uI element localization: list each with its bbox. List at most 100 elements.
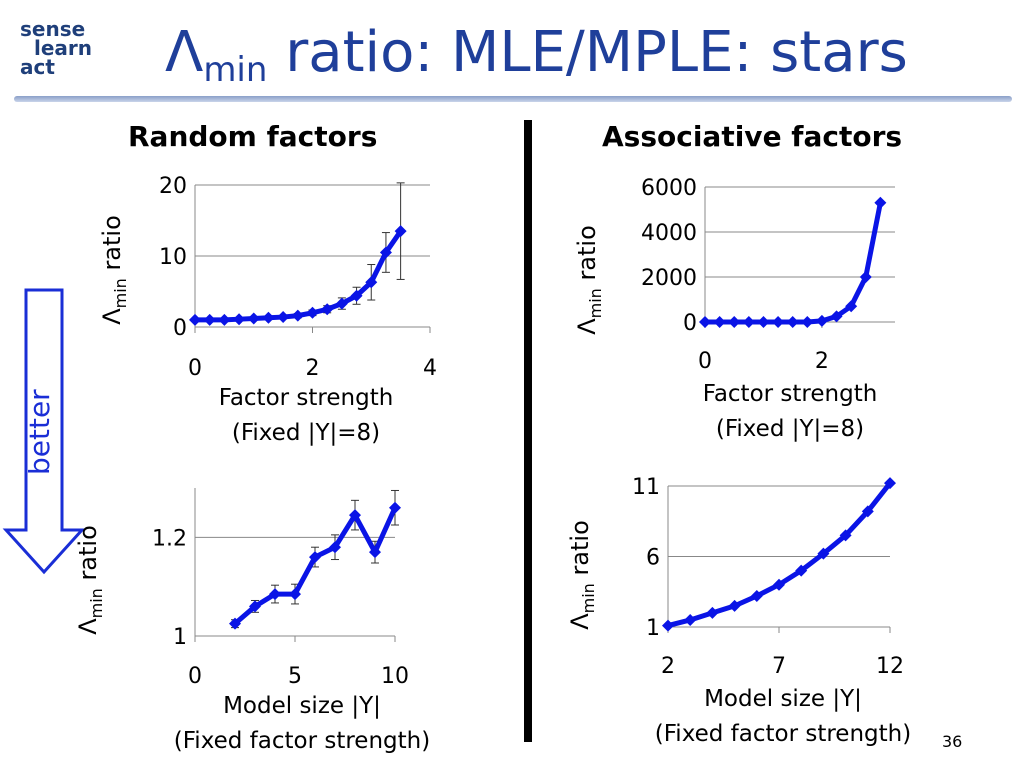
data-point — [839, 529, 852, 542]
data-point — [713, 316, 726, 328]
data-point — [269, 588, 281, 601]
data-point — [728, 599, 741, 612]
y-tick-label: 10 — [159, 245, 187, 270]
data-point — [884, 477, 896, 490]
data-point — [684, 613, 697, 626]
data-point — [662, 619, 674, 632]
marks-group — [229, 489, 401, 630]
series-line — [667, 481, 892, 629]
data-point — [795, 564, 808, 577]
x-tick-label: 7 — [772, 654, 786, 679]
x-axis-label: (Fixed |Y|=8) — [716, 416, 864, 442]
data-point — [772, 316, 785, 328]
data-point — [861, 505, 874, 518]
y-tick-label: 20 — [159, 174, 187, 199]
y-axis-label: Λmin ratio — [98, 215, 130, 325]
slide-title: Λmin ratio: MLE/MPLE: stars — [165, 20, 908, 90]
data-point — [859, 271, 872, 283]
left-panel-heading: Random factors — [128, 120, 378, 153]
data-point — [309, 551, 321, 564]
data-point — [874, 196, 887, 209]
data-point — [706, 606, 719, 619]
data-point — [369, 546, 381, 559]
title-text: ratio: MLE/MPLE: stars — [267, 20, 908, 85]
data-point — [815, 314, 828, 327]
x-axis-label: Factor strength — [703, 381, 878, 407]
logo-line-1: sense — [20, 17, 86, 41]
axes-group: 0 10 20 0 2 4 Factor strength (Fixed |Y|=8) Λmin… — [98, 174, 437, 446]
y-tick-label: 0 — [173, 316, 187, 341]
y-tick-label: 2000 — [641, 266, 697, 291]
x-tick-label: 12 — [876, 654, 904, 679]
data-point — [389, 501, 401, 514]
y-tick-label: 1.2 — [152, 526, 187, 551]
x-tick-label: 0 — [188, 356, 202, 381]
data-point — [229, 617, 241, 630]
x-axis-label: (Fixed factor strength) — [174, 728, 430, 754]
y-tick-label: 6 — [646, 546, 660, 571]
x-axis-label: Factor strength — [219, 385, 394, 411]
page-number: 36 — [942, 732, 963, 751]
data-point — [365, 276, 378, 289]
panel-divider — [524, 120, 532, 742]
x-axis-label: (Fixed |Y|=8) — [232, 420, 380, 446]
logo-line-2: learn — [34, 36, 93, 60]
y-tick-label: 1 — [173, 625, 187, 650]
x-axis-label: Model size |Y| — [223, 693, 381, 719]
x-tick-label: 10 — [381, 664, 409, 689]
x-tick-label: 0 — [188, 664, 202, 689]
data-point — [218, 313, 231, 326]
data-point — [349, 509, 361, 522]
title-subscript: min — [203, 50, 268, 90]
data-point — [329, 541, 341, 554]
x-axis-label: Model size |Y| — [704, 686, 862, 712]
data-point — [757, 316, 770, 328]
data-point — [321, 303, 334, 316]
data-point — [350, 289, 363, 302]
data-point — [289, 588, 301, 601]
y-tick-label: 1 — [646, 616, 660, 641]
logo-line-3: act — [20, 55, 55, 79]
data-point — [394, 225, 407, 238]
data-point — [742, 316, 755, 328]
data-point — [249, 600, 261, 613]
data-point — [335, 297, 348, 310]
data-point — [203, 313, 216, 326]
y-axis-label: Λmin ratio — [74, 525, 106, 635]
data-point — [699, 316, 711, 328]
marks-group — [699, 196, 887, 328]
x-tick-label: 2 — [306, 356, 320, 381]
data-point — [277, 311, 290, 324]
sense-learn-act-logo: sense learn act — [20, 17, 93, 79]
x-tick-label: 4 — [423, 356, 437, 381]
marks-group — [189, 182, 407, 326]
data-point — [786, 316, 799, 328]
data-point — [817, 547, 830, 560]
x-tick-label: 2 — [815, 349, 829, 374]
data-point — [801, 316, 814, 328]
right-panel-heading: Associative factors — [602, 120, 903, 153]
data-point — [306, 306, 319, 319]
title-rule — [14, 96, 1012, 102]
x-tick-label: 2 — [661, 654, 675, 679]
x-tick-label: 0 — [698, 349, 712, 374]
marks-group — [662, 477, 896, 632]
data-point — [291, 309, 304, 322]
data-point — [233, 313, 246, 326]
axes-group: 1 6 11 2 7 12 Model size |Y| (Fixed factor stre… — [566, 475, 911, 747]
y-axis-label: Λmin ratio — [566, 520, 598, 630]
x-tick-label: 5 — [288, 664, 302, 689]
x-axis-label: (Fixed factor strength) — [655, 721, 911, 747]
y-axis-label: Λmin ratio — [573, 225, 605, 335]
data-point — [830, 310, 843, 323]
y-tick-label: 0 — [683, 311, 697, 336]
data-point — [845, 300, 858, 313]
y-tick-label: 6000 — [641, 176, 697, 201]
data-point — [728, 316, 741, 328]
